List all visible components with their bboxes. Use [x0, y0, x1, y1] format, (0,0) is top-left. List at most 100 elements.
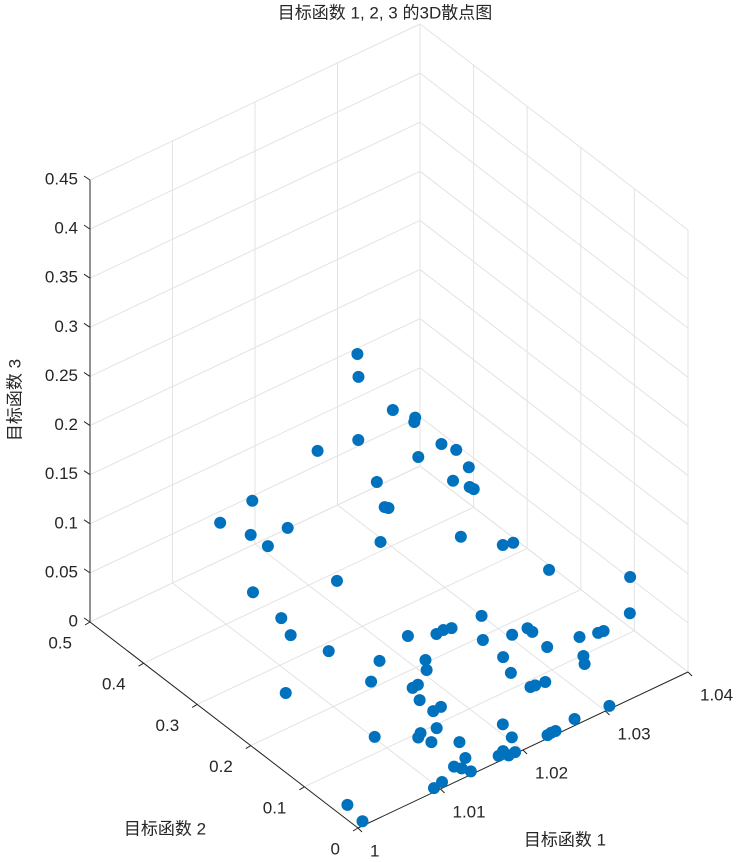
data-point [453, 736, 466, 749]
grid-line [419, 23, 689, 231]
tick-mark [83, 617, 91, 623]
tick-mark [522, 749, 528, 755]
data-point [475, 609, 488, 622]
data-point [412, 450, 425, 463]
grid-line [89, 367, 421, 525]
data-point [464, 765, 477, 778]
z-tick-label: 0.2 [54, 415, 78, 434]
y-tick-label: 0 [331, 839, 340, 858]
data-point [214, 516, 227, 529]
x-tick-label: 1.04 [700, 685, 733, 704]
z-axis-label: 目标函数 3 [5, 359, 24, 441]
data-point [356, 815, 369, 828]
z-tick-label: 0.05 [45, 562, 78, 581]
y-tick-label: 0.2 [209, 757, 233, 776]
data-point [425, 736, 438, 749]
tick-mark [83, 175, 91, 181]
axis-line [89, 621, 359, 829]
data-point [434, 700, 447, 713]
tick-mark [440, 788, 445, 794]
data-point [568, 712, 581, 725]
data-point [623, 607, 636, 620]
data-point [543, 563, 556, 576]
data-point [526, 625, 539, 638]
tick-mark [138, 662, 144, 667]
data-point [445, 622, 458, 635]
z-tick-label: 0.15 [45, 464, 78, 483]
data-point [401, 630, 414, 643]
data-point [420, 664, 433, 677]
tick-mark [83, 421, 91, 426]
grid-line [89, 121, 421, 279]
y-tick-label: 0.1 [263, 798, 287, 817]
grid-line [419, 220, 689, 427]
data-point [435, 438, 448, 451]
grid-line [89, 170, 421, 328]
data-point [374, 535, 387, 548]
data-point [467, 483, 480, 496]
data-point [454, 530, 467, 543]
grid-line [89, 72, 421, 230]
data-point [261, 540, 274, 553]
data-point [506, 628, 519, 641]
data-point [322, 645, 335, 658]
data-point [341, 798, 354, 811]
grid-line [89, 318, 421, 476]
grid-line [419, 367, 689, 575]
data-point [436, 775, 449, 788]
tick-mark [83, 568, 91, 574]
grid-line [419, 318, 689, 526]
data-point [462, 461, 475, 474]
grid-line [419, 170, 689, 378]
data-point [330, 574, 343, 587]
data-point [411, 678, 424, 691]
grid-line [254, 543, 524, 751]
grid-line [419, 72, 689, 280]
z-tick-label: 0.25 [45, 366, 78, 385]
data-point [603, 699, 616, 712]
data-point [573, 631, 586, 644]
y-tick-label: 0.3 [156, 716, 180, 735]
data-point [365, 675, 378, 688]
z-tick-label: 0.1 [54, 513, 78, 532]
data-point [382, 501, 395, 514]
data-point [284, 629, 297, 642]
tick-mark [357, 827, 363, 833]
data-point [279, 687, 292, 700]
data-point [529, 679, 542, 692]
tick-mark [84, 621, 91, 626]
data-point [351, 347, 364, 360]
data-point [597, 624, 610, 637]
grid-line [89, 416, 421, 574]
grid-line [419, 416, 689, 624]
data-point [459, 751, 472, 764]
tick-mark [352, 827, 359, 832]
chart-title: 目标函数 1, 2, 3 的3D散点图 [278, 3, 492, 22]
y-tick-label: 0.5 [48, 633, 72, 652]
z-tick-label: 0.45 [45, 169, 78, 188]
data-point [539, 675, 552, 688]
z-tick-label: 0.3 [54, 317, 78, 336]
data-point [311, 444, 324, 457]
data-point [352, 433, 365, 446]
data-point [578, 658, 591, 671]
tick-mark [83, 519, 91, 525]
grid-line [143, 506, 474, 664]
x-tick-label: 1.02 [535, 763, 568, 782]
data-point [244, 528, 257, 541]
data-point [455, 762, 468, 775]
tick-mark [245, 745, 252, 750]
data-point [370, 476, 383, 489]
x-tick-label: 1.03 [618, 724, 651, 743]
tick-mark [83, 224, 91, 230]
data-point [413, 694, 426, 707]
x-tick-label: 1 [370, 841, 379, 860]
tick-mark [299, 786, 305, 791]
data-point [373, 654, 386, 667]
data-point [414, 727, 427, 740]
grid-line [89, 219, 421, 377]
data-point [352, 370, 365, 383]
data-point [430, 722, 443, 735]
z-tick-label: 0.4 [54, 219, 78, 238]
